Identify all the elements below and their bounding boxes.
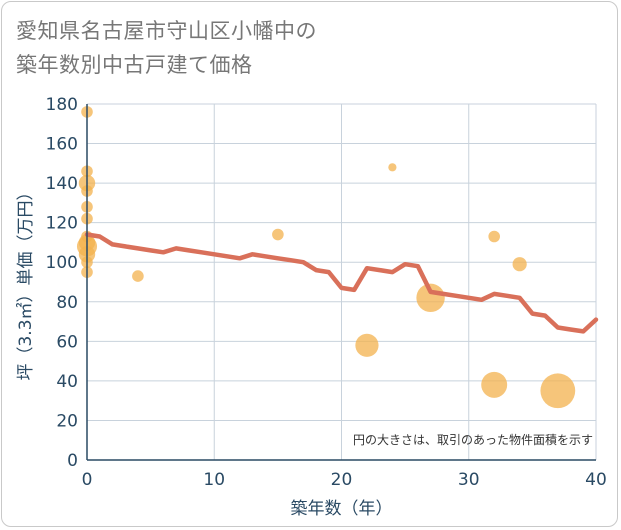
- grid-lines: [86, 103, 597, 461]
- y-tick-label: 160: [46, 135, 78, 155]
- trend-line-group: [84, 232, 599, 334]
- scatter-point: [416, 283, 445, 313]
- x-tick-label: 30: [458, 470, 480, 490]
- x-tick-label: 40: [585, 470, 607, 490]
- y-tick-label: 140: [46, 174, 78, 194]
- scatter-point: [488, 230, 501, 243]
- x-tick-label: 0: [82, 470, 93, 490]
- scatter-points: [76, 106, 576, 409]
- trend-line: [84, 232, 599, 334]
- y-tick-label: 80: [56, 293, 78, 313]
- scatter-point: [512, 257, 527, 272]
- y-tick-label: 120: [46, 214, 78, 234]
- x-tick-label: 10: [203, 470, 225, 490]
- y-tick-label: 40: [56, 372, 78, 392]
- x-tick-label: 20: [331, 470, 353, 490]
- scatter-point: [540, 373, 576, 409]
- x-axis-label: 築年数（年）: [291, 499, 393, 519]
- y-tick-label: 180: [46, 95, 78, 115]
- title-line-1: 愛知県名古屋市守山区小幡中の: [16, 19, 317, 43]
- chart-title: 愛知県名古屋市守山区小幡中の 築年数別中古戸建て価格: [16, 14, 576, 82]
- tick-labels: 0 20 40 60 80 100 120 140 160 180 0 10 20 30 40: [46, 95, 607, 490]
- y-tick-label: 0: [67, 451, 78, 471]
- scatter-point: [481, 371, 508, 398]
- title-line-2: 築年数別中古戸建て価格: [16, 53, 253, 77]
- y-tick-label: 100: [46, 253, 78, 273]
- scatter-point: [355, 333, 379, 357]
- size-note: 円の大きさは、取引のあった物件面積を示す: [353, 432, 593, 447]
- y-tick-label: 20: [56, 411, 78, 431]
- y-axis-label: 坪（3.3㎡）単価（万円）: [16, 183, 36, 380]
- scatter-point: [388, 163, 397, 172]
- y-tick-label: 60: [56, 332, 78, 352]
- scatter-point: [132, 270, 144, 282]
- scatter-point: [272, 228, 284, 241]
- axes: [86, 104, 596, 461]
